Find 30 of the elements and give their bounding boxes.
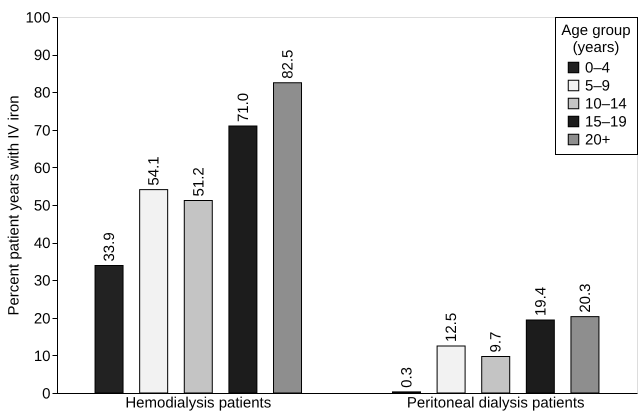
legend-label: 15–19 [585, 114, 627, 130]
y-tick-label: 20 [34, 310, 50, 328]
text: 82.5 [280, 50, 297, 79]
text: 19.4 [532, 286, 550, 316]
y-tick-label: 90 [34, 47, 50, 64]
y-tick-label: 0 [42, 386, 50, 402]
text: 51.2 [190, 167, 208, 196]
legend-label: 5–9 [585, 78, 610, 94]
legend-label: 20+ [585, 132, 611, 148]
x-tick-label: Peritoneal dialysis patients [406, 394, 585, 412]
text: 54.1 [146, 156, 163, 186]
y-tick-label: 100 [25, 10, 50, 26]
y-tick-label: 50 [34, 198, 50, 214]
text: 71.0 [234, 92, 252, 122]
y-axis-title: Percent patient years with IV iron [5, 95, 22, 316]
y-tick-label: 60 [34, 160, 50, 177]
legend-label: 10–14 [585, 96, 627, 112]
x-tick-label: Hemodialysis patients [125, 394, 272, 412]
y-tick-label: 40 [34, 235, 50, 252]
text: 9.7 [488, 332, 505, 353]
legend-title: Age group (years) [561, 22, 631, 56]
text: 12.5 [443, 312, 460, 342]
y-tick-label: 30 [34, 272, 50, 290]
y-tick-label: 70 [34, 122, 50, 140]
y-tick-label: 10 [34, 348, 50, 365]
text: 20.3 [576, 283, 594, 313]
y-tick-label: 80 [34, 84, 50, 102]
text: 33.9 [101, 232, 118, 262]
legend-label: 0–4 [585, 60, 610, 76]
text: 0.3 [398, 367, 416, 388]
